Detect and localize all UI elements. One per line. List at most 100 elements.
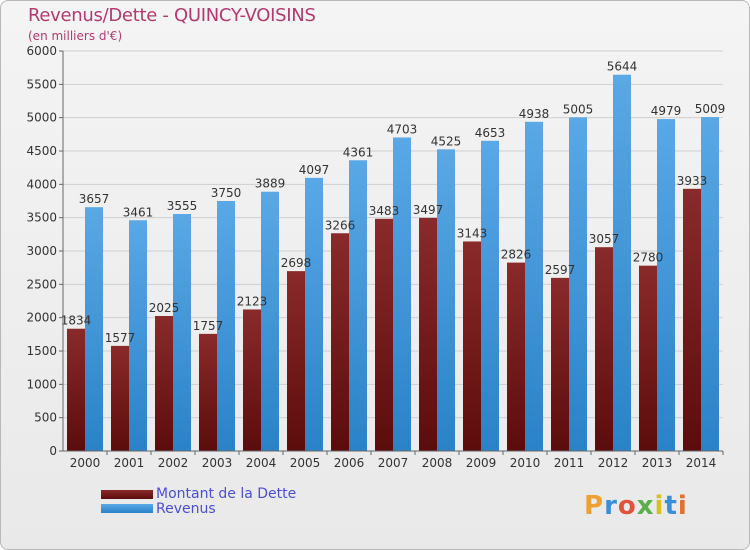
- y-tick-label: 6000: [26, 44, 57, 58]
- legend-swatch-revenus: [101, 504, 153, 513]
- data-label-dette: 1757: [193, 319, 224, 333]
- x-tick-label: 2009: [466, 456, 497, 470]
- x-tick-label: 2003: [202, 456, 233, 470]
- data-label-revenus: 5005: [563, 102, 594, 116]
- y-tick-label: 5500: [26, 77, 57, 91]
- x-tick-label: 2004: [246, 456, 277, 470]
- y-tick-label: 5000: [26, 111, 57, 125]
- y-tick-label: 2500: [26, 277, 57, 291]
- x-tick-label: 2012: [598, 456, 629, 470]
- bar-dette: [155, 316, 173, 451]
- data-label-revenus: 4653: [475, 126, 506, 140]
- data-label-dette: 2698: [281, 256, 312, 270]
- x-tick-label: 2014: [686, 456, 717, 470]
- bar-revenus: [349, 160, 367, 451]
- data-label-dette: 1577: [105, 331, 136, 345]
- x-tick-label: 2006: [334, 456, 365, 470]
- bar-revenus: [85, 207, 103, 451]
- bar-dette: [375, 218, 393, 451]
- x-tick-label: 2008: [422, 456, 453, 470]
- data-label-revenus: 3889: [255, 177, 286, 191]
- logo-letter: x: [636, 491, 655, 521]
- data-label-revenus: 5009: [695, 102, 726, 116]
- bar-dette: [111, 345, 129, 451]
- data-label-revenus: 3461: [123, 205, 154, 219]
- bar-revenus: [613, 74, 631, 451]
- bar-revenus: [701, 117, 719, 452]
- logo-letter: t: [664, 491, 678, 521]
- logo-letter: P: [584, 491, 605, 521]
- y-tick-label: 0: [49, 444, 57, 458]
- x-tick-label: 2001: [114, 456, 145, 470]
- bar-revenus: [657, 119, 675, 452]
- bar-dette: [287, 271, 305, 451]
- y-tick-label: 1500: [26, 344, 57, 358]
- data-label-dette: 3483: [369, 204, 400, 218]
- legend-swatch-dette: [101, 490, 153, 499]
- bar-dette: [331, 233, 349, 451]
- bar-dette: [551, 277, 569, 451]
- bars: [67, 74, 719, 452]
- bar-revenus: [261, 191, 279, 451]
- data-label-revenus: 3657: [79, 192, 110, 206]
- data-label-revenus: 4979: [651, 104, 682, 118]
- data-label-dette: 3933: [677, 174, 708, 188]
- legend-label-revenus: Revenus: [156, 501, 216, 517]
- x-tick-label: 2010: [510, 456, 541, 470]
- bar-revenus: [217, 201, 235, 451]
- data-label-dette: 3057: [589, 232, 620, 246]
- data-label-dette: 1834: [61, 314, 92, 328]
- data-label-dette: 3497: [413, 203, 444, 217]
- bar-dette: [463, 241, 481, 451]
- bar-revenus: [173, 214, 191, 451]
- data-label-revenus: 4938: [519, 107, 550, 121]
- bar-dette: [419, 217, 437, 451]
- bar-dette: [67, 328, 85, 451]
- data-label-dette: 2123: [237, 294, 268, 308]
- y-tick-label: 1000: [26, 377, 57, 391]
- bar-dette: [243, 309, 261, 451]
- data-label-revenus: 4097: [299, 163, 330, 177]
- data-labels: 1834 3657 1577 3461 2025 3555 1757 3750 2123 3889…: [61, 60, 726, 345]
- data-label-dette: 2826: [501, 248, 532, 262]
- bar-revenus: [393, 137, 411, 451]
- data-label-revenus: 4703: [387, 122, 418, 136]
- data-label-revenus: 5644: [607, 60, 638, 74]
- x-tick-label: 2011: [554, 456, 585, 470]
- bar-revenus: [305, 177, 323, 451]
- data-label-dette: 3266: [325, 218, 356, 232]
- logo-letter: i: [654, 491, 665, 521]
- y-tick-label: 2000: [26, 311, 57, 325]
- legend-label-dette: Montant de la Dette: [156, 486, 297, 502]
- x-tick-label: 2000: [70, 456, 101, 470]
- y-axis-ticks: 0 500 1000 1500 2000 2500 3000 3500 4000 4500 5000…: [26, 44, 57, 458]
- bar-dette: [683, 188, 701, 452]
- x-axis-ticks: 2000 2001 2002 2003 2004 2005 2006 2007 2008 2009…: [70, 451, 724, 470]
- data-label-revenus: 3555: [167, 199, 198, 213]
- data-label-dette: 3143: [457, 226, 488, 240]
- data-label-dette: 2780: [633, 251, 664, 265]
- bar-revenus: [481, 140, 499, 452]
- bar-revenus: [437, 149, 455, 452]
- y-tick-label: 3000: [26, 244, 57, 258]
- bar-revenus: [569, 117, 587, 451]
- y-tick-label: 4500: [26, 144, 57, 158]
- bar-revenus: [525, 121, 543, 452]
- x-tick-label: 2013: [642, 456, 673, 470]
- y-tick-label: 3500: [26, 211, 57, 225]
- logo-letter: i: [677, 491, 688, 521]
- data-label-revenus: 3750: [211, 186, 242, 200]
- bar-dette: [199, 333, 217, 451]
- bar-dette: [639, 265, 657, 451]
- chart-title: Revenus/Dette - QUINCY-VOISINS: [28, 5, 316, 26]
- y-tick-label: 500: [34, 411, 57, 425]
- logo-letter: r: [604, 491, 618, 521]
- x-tick-label: 2005: [290, 456, 321, 470]
- x-tick-label: 2002: [158, 456, 189, 470]
- proxiti-logo: Proxiti: [584, 491, 688, 521]
- data-label-revenus: 4525: [431, 134, 462, 148]
- data-label-revenus: 4361: [343, 145, 374, 159]
- data-label-dette: 2597: [545, 263, 576, 277]
